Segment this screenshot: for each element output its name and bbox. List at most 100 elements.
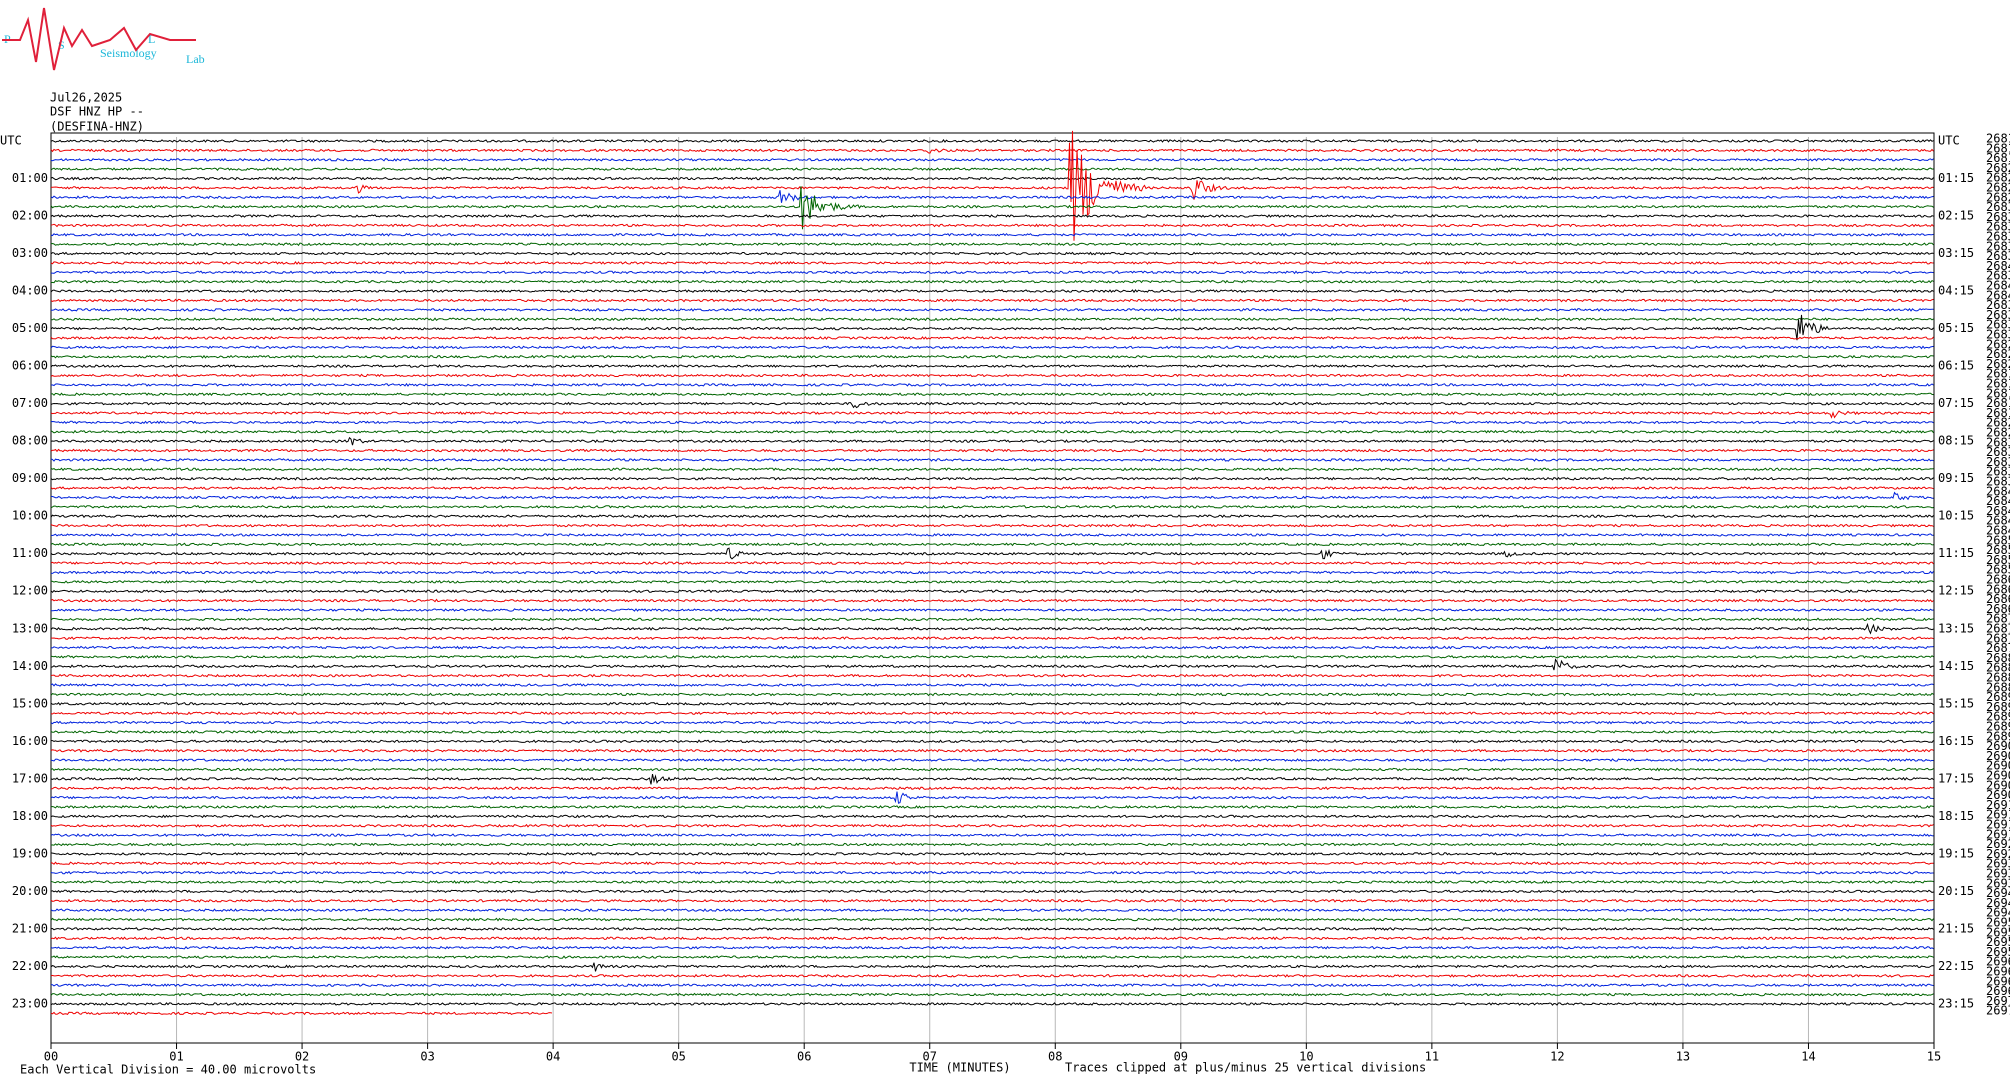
trace [50, 655, 1934, 659]
trace [50, 927, 1934, 931]
trace [50, 786, 1934, 791]
count-label: 26827 [1986, 190, 2010, 204]
count-label: 26916 [1986, 818, 2010, 832]
logo-letter: P [4, 32, 11, 46]
hour-label: 07:00 [12, 396, 48, 410]
count-label: 26941 [1986, 886, 2010, 900]
hour-label: 21:00 [12, 921, 48, 935]
trace [50, 486, 1934, 490]
x-tick-label: 06 [797, 1050, 811, 1064]
trace [50, 673, 1934, 678]
count-label: 26819 [1986, 406, 2010, 420]
x-tick-label: 09 [1174, 1050, 1188, 1064]
trace [50, 429, 1934, 434]
hour-label: UTC [0, 134, 22, 148]
count-label: 26834 [1986, 445, 2010, 459]
x-tick-label: 08 [1048, 1050, 1062, 1064]
trace [50, 148, 1934, 154]
count-label: 26890 [1986, 690, 2010, 704]
trace [50, 523, 1934, 528]
count-label: 26849 [1986, 524, 2010, 538]
count-label: 26818 [1986, 386, 2010, 400]
trace [50, 730, 1934, 734]
trace [50, 908, 1934, 913]
trace [50, 317, 1934, 322]
count-label: 26816 [1986, 396, 2010, 410]
count-label: 26836 [1986, 318, 2010, 332]
count-label: 26878 [1986, 641, 2010, 655]
count-label: 26970 [1986, 994, 2010, 1008]
trace [50, 814, 1934, 819]
trace [50, 842, 1934, 847]
trace [50, 739, 1934, 744]
count-label: 26937 [1986, 876, 2010, 890]
count-label: 26829 [1986, 426, 2010, 440]
count-label: 26944 [1986, 896, 2010, 910]
trace [50, 945, 1934, 950]
count-label: 26819 [1986, 151, 2010, 165]
hour-label: 16:00 [12, 734, 48, 748]
count-label: 26885 [1986, 671, 2010, 685]
trace [50, 401, 1934, 409]
count-label: 26932 [1986, 867, 2010, 881]
trace [50, 373, 1934, 378]
count-label: 26892 [1986, 700, 2010, 714]
hour-label-right: 01:15 [1938, 171, 1974, 185]
trace [50, 448, 1934, 453]
trace [50, 598, 1934, 603]
count-label: 26909 [1986, 788, 2010, 802]
hour-label-right: 10:15 [1938, 509, 1974, 523]
count-label: 26892 [1986, 710, 2010, 724]
count-label: 26833 [1986, 210, 2010, 224]
count-label: 26897 [1986, 729, 2010, 743]
trace [50, 880, 1934, 884]
count-label: 26853 [1986, 543, 2010, 557]
hour-label-right: 05:15 [1938, 321, 1974, 335]
count-label: 26954 [1986, 925, 2010, 939]
count-label: 26870 [1986, 612, 2010, 626]
trace [50, 589, 1934, 594]
hour-label-right: 07:15 [1938, 396, 1974, 410]
trace [50, 157, 1934, 162]
trace [50, 392, 1934, 397]
hour-label: 13:00 [12, 621, 48, 635]
trace [50, 364, 1934, 369]
count-label: 26822 [1986, 357, 2010, 371]
trace [50, 436, 1934, 446]
trace [50, 314, 1934, 341]
count-label: 26825 [1986, 181, 2010, 195]
count-label: 26819 [1986, 367, 2010, 381]
trace [50, 533, 1934, 537]
hour-label: 02:00 [12, 209, 48, 223]
hour-label-right: 03:15 [1938, 246, 1974, 260]
count-label: 26854 [1986, 553, 2010, 567]
count-label: 26912 [1986, 798, 2010, 812]
trace [50, 167, 1934, 172]
count-label: 26863 [1986, 592, 2010, 606]
x-tick-label: 05 [671, 1050, 685, 1064]
hour-label-right: 12:15 [1938, 584, 1974, 598]
trace [50, 289, 1934, 294]
hour-label-right: 15:15 [1938, 696, 1974, 710]
count-label: 26841 [1986, 279, 2010, 293]
trace [50, 382, 1934, 387]
count-label: 26958 [1986, 945, 2010, 959]
count-label: 26900 [1986, 739, 2010, 753]
count-label: 26838 [1986, 475, 2010, 489]
count-label: 26845 [1986, 504, 2010, 518]
trace [50, 955, 1934, 959]
count-label: 26862 [1986, 582, 2010, 596]
hour-label-right: 22:15 [1938, 959, 1974, 973]
count-label: 26839 [1986, 298, 2010, 312]
trace [50, 917, 1934, 922]
hour-label: 17:00 [12, 771, 48, 785]
trace [50, 851, 1934, 856]
count-label: 26821 [1986, 171, 2010, 185]
trace [50, 683, 1934, 687]
note: Traces clipped at plus/minus 25 vertical… [1065, 1061, 1426, 1075]
hour-label-right: UTC [1938, 134, 1960, 148]
trace [50, 579, 1934, 584]
x-tick-label: 12 [1550, 1050, 1564, 1064]
trace [50, 791, 1934, 804]
hour-label-right: 04:15 [1938, 284, 1974, 298]
